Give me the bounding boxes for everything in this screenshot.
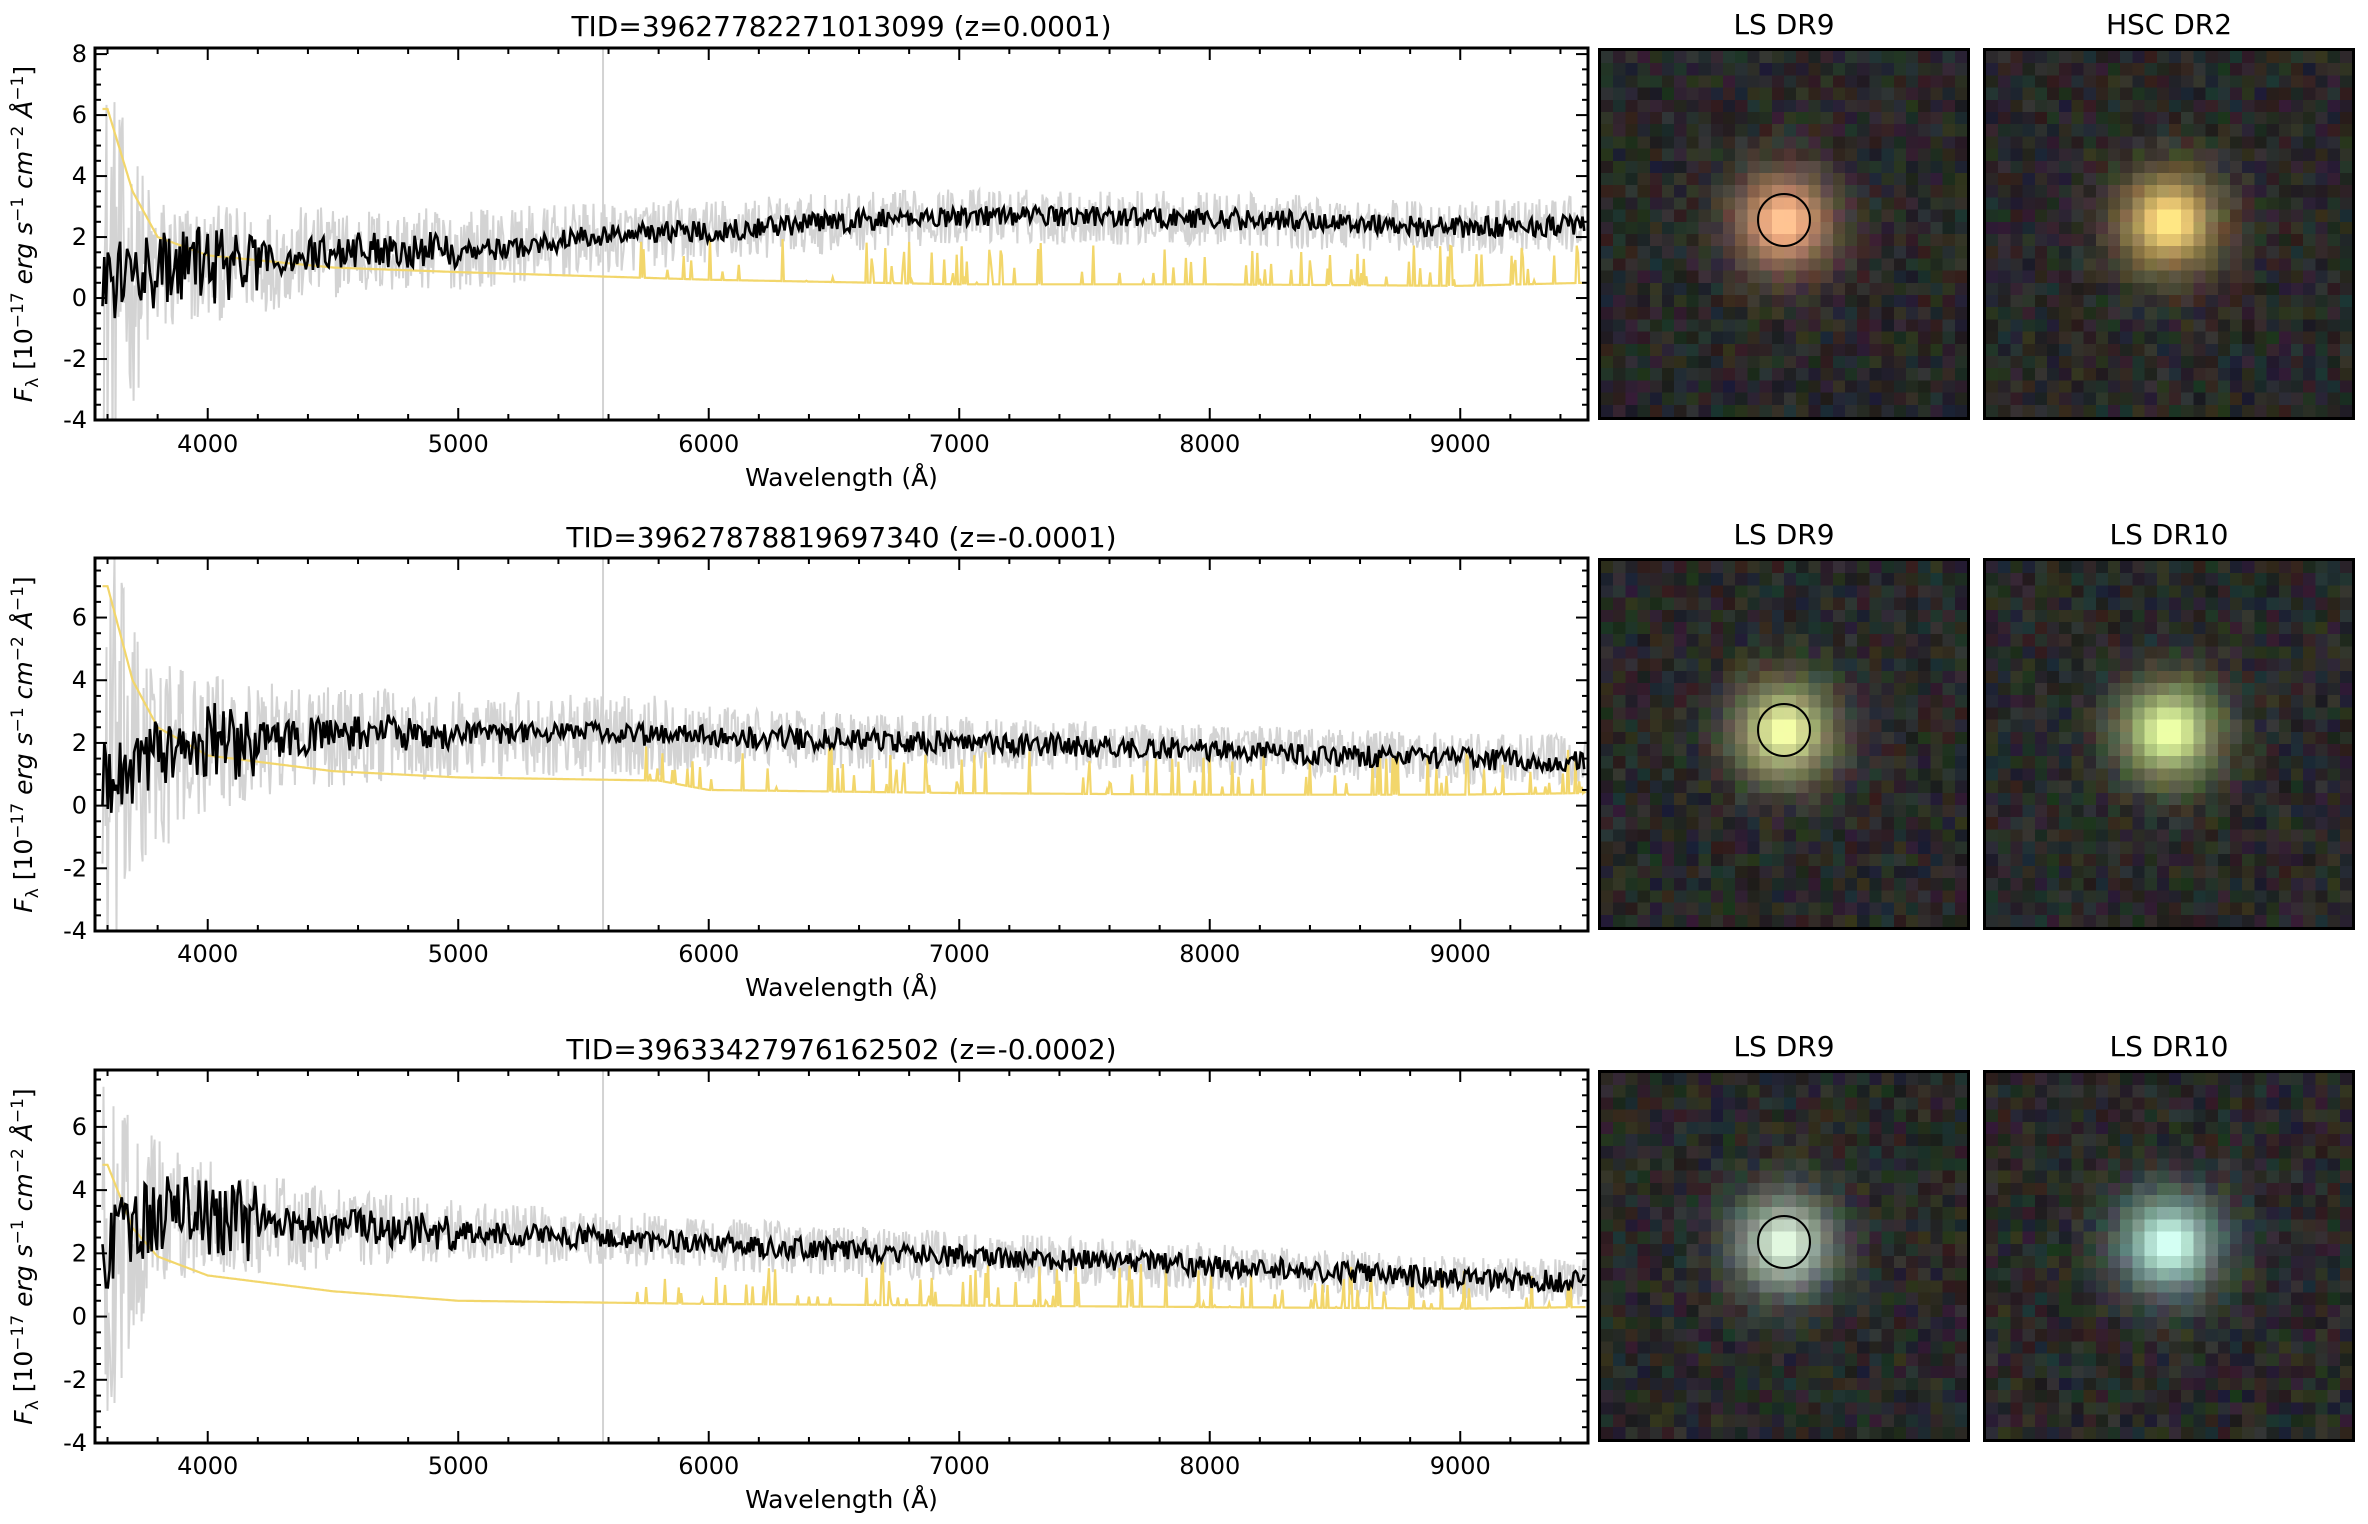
- x-tick-label: 9000: [1430, 430, 1491, 458]
- cutout-title: LS DR10: [2109, 1030, 2229, 1063]
- cutout-title: LS DR9: [1733, 518, 1835, 551]
- x-tick-label: 6000: [678, 430, 739, 458]
- y-tick-label: 4: [72, 1176, 87, 1204]
- x-axis-label: Wavelength (Å): [745, 463, 938, 492]
- axes-frame: [93, 556, 1590, 933]
- image-cutout: [1598, 48, 1970, 420]
- y-tick-label: -4: [63, 406, 87, 434]
- x-tick-label: 5000: [428, 1452, 489, 1480]
- image-cutout: [1983, 558, 2355, 930]
- cutout-pixels: [1986, 561, 2352, 927]
- image-cutout: [1598, 558, 1970, 930]
- fiber-aperture-circle: [1757, 703, 1811, 757]
- x-tick-label: 7000: [929, 1452, 990, 1480]
- spectrum-panel-3: 4000 5000 6000 7000 8000 9000 -4 -2 0 2 4 6 TID=3963…: [8, 1033, 1590, 1514]
- panel-title: TID=39627878819697340 (z=-0.0001): [565, 521, 1116, 554]
- panel-title: TID=39627782271013099 (z=0.0001): [570, 10, 1111, 43]
- image-cutout: [1983, 1070, 2355, 1442]
- y-tick-label: -4: [63, 1429, 87, 1457]
- y-tick-label: 8: [72, 40, 87, 68]
- y-axis-label: Fλ [10−17 erg s−1 cm−2 Å−1]: [8, 1088, 43, 1424]
- spectrum-line: [101, 703, 1586, 813]
- panel-title: TID=39633427976162502 (z=-0.0002): [565, 1033, 1116, 1066]
- spectrum-panel-2: 4000 5000 6000 7000 8000 9000 -4 -2 0 2 4 6 TID=3962…: [8, 521, 1590, 1002]
- x-tick-label: 8000: [1179, 1452, 1240, 1480]
- cutout-title: HSC DR2: [2105, 8, 2233, 41]
- y-tick-label: 4: [72, 162, 87, 190]
- raw-flux-line: [102, 102, 1587, 420]
- x-tick-label: 6000: [678, 940, 739, 968]
- x-tick-label: 8000: [1179, 430, 1240, 458]
- y-tick-label: 0: [72, 1303, 87, 1331]
- y-tick-label: 2: [72, 223, 87, 251]
- cutout-title: LS DR10: [2109, 518, 2229, 551]
- x-tick-label: 9000: [1430, 940, 1491, 968]
- noise-line: [102, 1163, 1586, 1310]
- y-tick-label: 2: [72, 1239, 87, 1267]
- cutout-pixels: [1986, 51, 2352, 417]
- x-tick-label: 6000: [678, 1452, 739, 1480]
- x-tick-label: 7000: [929, 430, 990, 458]
- spectrum-panel-1: 4000 5000 6000 7000 8000 9000 -4 -2 0 2 4 6 8 TID=396…: [8, 10, 1590, 492]
- x-axis-label: Wavelength (Å): [745, 973, 938, 1002]
- noise-line: [102, 585, 1587, 796]
- fiber-aperture-circle: [1757, 1215, 1811, 1269]
- y-tick-label: 6: [72, 101, 87, 129]
- image-cutout: [1598, 1070, 1970, 1442]
- raw-flux-line: [101, 1086, 1587, 1411]
- cutout-pixels: [1986, 1073, 2352, 1439]
- x-tick-label: 5000: [428, 430, 489, 458]
- x-tick-label: 4000: [177, 1452, 238, 1480]
- y-tick-label: -2: [63, 1366, 87, 1394]
- x-tick-label: 7000: [929, 940, 990, 968]
- axes-frame: [93, 1068, 1590, 1445]
- raw-flux-line: [101, 558, 1587, 931]
- y-tick-label: 6: [72, 604, 87, 632]
- x-tick-label: 8000: [1179, 940, 1240, 968]
- y-axis-label: Fλ [10−17 erg s−1 cm−2 Å−1]: [8, 576, 43, 912]
- axes-frame: [93, 46, 1590, 422]
- noise-line: [102, 107, 1586, 287]
- x-axis-label: Wavelength (Å): [745, 1485, 938, 1514]
- x-tick-label: 4000: [177, 940, 238, 968]
- y-tick-label: 4: [72, 666, 87, 694]
- x-tick-label: 9000: [1430, 1452, 1491, 1480]
- spectrum-line: [101, 1176, 1586, 1294]
- y-tick-label: -2: [63, 854, 87, 882]
- y-axis-label: Fλ [10−17 erg s−1 cm−2 Å−1]: [8, 66, 43, 402]
- y-tick-label: -2: [63, 345, 87, 373]
- y-tick-label: 0: [72, 284, 87, 312]
- spectrum-line: [101, 202, 1586, 319]
- cutout-title: LS DR9: [1733, 1030, 1835, 1063]
- cutout-title: LS DR9: [1733, 8, 1835, 41]
- y-tick-label: 6: [72, 1113, 87, 1141]
- x-tick-label: 4000: [177, 430, 238, 458]
- x-tick-label: 5000: [428, 940, 489, 968]
- image-cutout: [1983, 48, 2355, 420]
- y-tick-label: -4: [63, 917, 87, 945]
- y-tick-label: 0: [72, 792, 87, 820]
- y-tick-label: 2: [72, 729, 87, 757]
- fiber-aperture-circle: [1757, 193, 1811, 247]
